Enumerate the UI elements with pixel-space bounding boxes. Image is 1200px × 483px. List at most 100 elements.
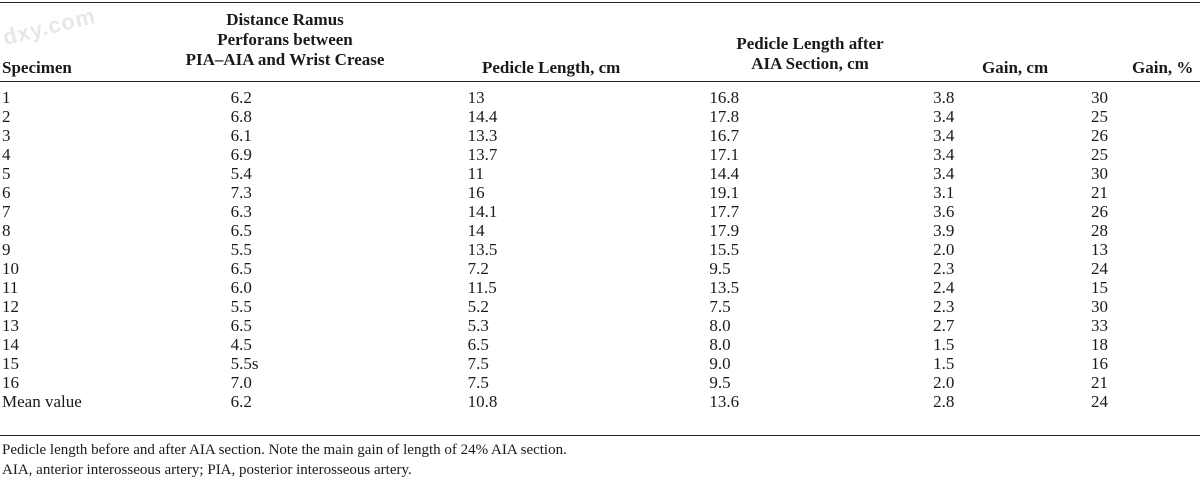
cell-gain-pct: 25 [1091, 145, 1108, 164]
cell-gain-pct: 30 [1091, 297, 1108, 316]
cell-specimen: 9 [2, 240, 11, 259]
cell-specimen: 1 [2, 88, 11, 107]
cell-pedicle-length: 14 [467, 221, 485, 240]
cell-distance: 6.2 [230, 88, 252, 107]
cell-gain-pct: 30 [1091, 88, 1108, 107]
header-distance-line3: PIA–AIA and Wrist Crease [185, 50, 385, 69]
cell-distance: 6.3 [230, 202, 252, 221]
header-pedicle-length: Pedicle Length, cm [482, 58, 621, 77]
cell-gain-pct: 30 [1091, 164, 1108, 183]
cell-gain-cm: 2.0 [933, 373, 955, 392]
cell-distance: 6.1 [230, 126, 252, 145]
table-row: 4 6.9 13.7 17.1 3.4 25 [0, 145, 1200, 164]
footnote-1: Pedicle length before and after AIA sect… [2, 442, 567, 458]
cell-gain-pct: 28 [1091, 221, 1108, 240]
cell-specimen: 11 [2, 278, 19, 297]
cell-specimen: 12 [2, 297, 19, 316]
cell-pedicle-length: 11.5 [467, 278, 497, 297]
cell-gain-pct: 21 [1091, 183, 1108, 202]
cell-gain-cm: 3.6 [933, 202, 955, 221]
cell-pedicle-length: 11 [467, 164, 484, 183]
cell-gain-cm: 1.5 [933, 335, 955, 354]
header-distance: Distance Ramus Perforans between PIA–AIA… [160, 10, 410, 70]
top-rule [0, 2, 1200, 3]
header-gain-cm: Gain, cm [982, 58, 1049, 77]
cell-pedicle-length: 5.2 [467, 297, 489, 316]
cell-gain-cm: 3.8 [933, 88, 955, 107]
cell-gain-pct: 21 [1091, 373, 1108, 392]
footnote-2: AIA, anterior interosseous artery; PIA, … [2, 462, 412, 478]
cell-pedicle-after: 17.1 [709, 145, 740, 164]
cell-distance: 5.4 [230, 164, 252, 183]
cell-gain-cm: 1.5 [933, 354, 955, 373]
table-row: 16 7.0 7.5 9.5 2.0 21 [0, 373, 1200, 392]
watermark: dxy.com [0, 2, 99, 51]
table-row: Mean value 6.2 10.8 13.6 2.8 24 [0, 392, 1200, 411]
cell-distance: 5.5s [230, 354, 259, 373]
cell-pedicle-after: 13.5 [709, 278, 740, 297]
cell-pedicle-after: 7.5 [709, 297, 731, 316]
table-row: 1 6.2 13 16.8 3.8 30 [0, 88, 1200, 107]
cell-specimen: Mean value [2, 392, 82, 411]
cell-gain-cm: 2.0 [933, 240, 955, 259]
table-row: 15 5.5s 7.5 9.0 1.5 16 [0, 354, 1200, 373]
header-distance-line2: Perforans between [217, 30, 353, 49]
cell-gain-cm: 3.4 [933, 107, 955, 126]
cell-specimen: 15 [2, 354, 19, 373]
header-rule [0, 81, 1200, 82]
table-row: 12 5.5 5.2 7.5 2.3 30 [0, 297, 1200, 316]
cell-specimen: 3 [2, 126, 11, 145]
cell-specimen: 10 [2, 259, 19, 278]
cell-pedicle-length: 16 [467, 183, 485, 202]
cell-gain-pct: 33 [1091, 316, 1108, 335]
cell-pedicle-after: 16.8 [709, 88, 740, 107]
cell-gain-cm: 2.7 [933, 316, 955, 335]
cell-distance: 6.5 [230, 259, 252, 278]
cell-pedicle-length: 14.1 [467, 202, 498, 221]
cell-pedicle-length: 13.3 [467, 126, 498, 145]
bottom-rule [0, 435, 1200, 436]
cell-pedicle-length: 13 [467, 88, 485, 107]
cell-pedicle-length: 10.8 [467, 392, 498, 411]
cell-distance: 4.5 [230, 335, 252, 354]
cell-pedicle-after: 14.4 [709, 164, 740, 183]
cell-distance: 6.5 [230, 221, 252, 240]
cell-distance: 5.5 [230, 240, 252, 259]
header-pedicle-after-line2: AIA Section, cm [751, 54, 869, 73]
table-row: 14 4.5 6.5 8.0 1.5 18 [0, 335, 1200, 354]
cell-pedicle-after: 16.7 [709, 126, 740, 145]
cell-gain-cm: 3.4 [933, 145, 955, 164]
header-pedicle-after-line1: Pedicle Length after [736, 34, 884, 53]
cell-pedicle-length: 7.5 [467, 373, 489, 392]
cell-distance: 6.0 [230, 278, 252, 297]
cell-pedicle-length: 7.2 [467, 259, 489, 278]
header-distance-line1: Distance Ramus [226, 10, 344, 29]
cell-pedicle-length: 13.7 [467, 145, 498, 164]
cell-gain-cm: 2.3 [933, 259, 955, 278]
cell-pedicle-after: 8.0 [709, 335, 731, 354]
table-row: 6 7.3 16 19.1 3.1 21 [0, 183, 1200, 202]
header-specimen: Specimen [2, 58, 72, 77]
cell-specimen: 14 [2, 335, 19, 354]
cell-pedicle-after: 9.5 [709, 373, 731, 392]
cell-gain-cm: 3.4 [933, 126, 955, 145]
cell-specimen: 5 [2, 164, 11, 183]
cell-distance: 6.8 [230, 107, 252, 126]
cell-gain-cm: 2.3 [933, 297, 955, 316]
cell-distance: 6.2 [230, 392, 252, 411]
cell-gain-pct: 25 [1091, 107, 1108, 126]
cell-specimen: 8 [2, 221, 11, 240]
table-row: 10 6.5 7.2 9.5 2.3 24 [0, 259, 1200, 278]
cell-specimen: 2 [2, 107, 11, 126]
cell-gain-cm: 2.4 [933, 278, 955, 297]
table-row: 9 5.5 13.5 15.5 2.0 13 [0, 240, 1200, 259]
cell-gain-cm: 2.8 [933, 392, 955, 411]
cell-gain-pct: 24 [1091, 392, 1108, 411]
cell-pedicle-after: 17.9 [709, 221, 740, 240]
cell-specimen: 4 [2, 145, 11, 164]
cell-gain-pct: 26 [1091, 126, 1108, 145]
cell-distance: 6.5 [230, 316, 252, 335]
cell-gain-pct: 24 [1091, 259, 1108, 278]
cell-pedicle-after: 15.5 [709, 240, 740, 259]
table-row: 5 5.4 11 14.4 3.4 30 [0, 164, 1200, 183]
